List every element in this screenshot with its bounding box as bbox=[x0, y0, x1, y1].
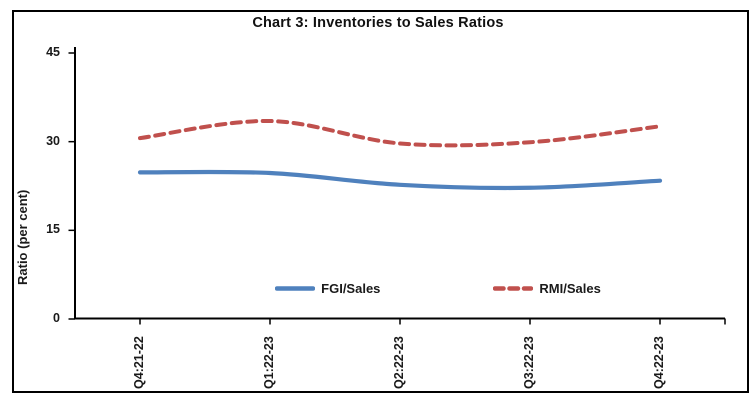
legend: FGI/Sales RMI/Sales bbox=[120, 281, 756, 296]
legend-label: RMI/Sales bbox=[539, 281, 601, 296]
legend-item-rmi-sales: RMI/Sales bbox=[493, 281, 601, 296]
x-category-label: Q2:22-23 bbox=[392, 336, 406, 389]
series-line-fgi-sales bbox=[137, 169, 663, 191]
chart-title: Chart 3: Inventories to Sales Ratios bbox=[252, 15, 504, 31]
x-category-label: Q1:22-23 bbox=[262, 336, 276, 389]
legend-item-fgi-sales: FGI/Sales bbox=[275, 281, 380, 296]
y-tick-label: 0 bbox=[53, 311, 60, 325]
y-tick-label: 30 bbox=[46, 133, 60, 148]
legend-line-sample bbox=[275, 286, 316, 291]
x-category-label: Q4:21-22 bbox=[132, 336, 146, 389]
x-category-label: Q3:22-23 bbox=[522, 336, 536, 389]
x-category-label: Q4:22-23 bbox=[652, 336, 666, 389]
series-line-rmi-sales bbox=[138, 118, 662, 148]
y-tick-label: 45 bbox=[46, 45, 60, 59]
y-tick-label: 15 bbox=[46, 222, 60, 237]
legend-line-sample bbox=[493, 286, 534, 291]
legend-label: FGI/Sales bbox=[321, 281, 381, 296]
